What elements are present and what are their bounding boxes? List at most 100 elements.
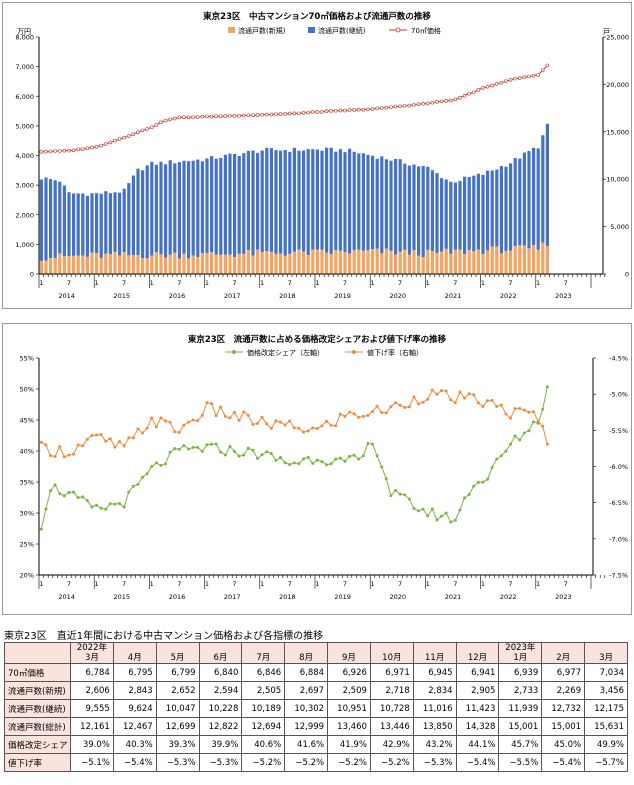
cut-point [67,453,71,457]
left-tick-label: 45% [20,417,34,425]
table-cell: 7,034 [584,663,628,682]
bar-continuing [246,150,250,251]
table-cell: −5.2% [284,753,329,772]
left-tick-label: 7,000 [15,63,34,71]
share-point [49,489,52,493]
right-tick-label: 10,000 [606,176,629,184]
bar-continuing [394,158,398,255]
cut-point [242,410,246,414]
table-cell: 11,016 [412,699,457,718]
bar-continuing [435,173,439,253]
bar-new [297,249,301,274]
cut-point [444,389,448,393]
share-point [274,458,278,462]
bar-new [338,250,342,274]
table-cell: 6,945 [412,663,457,682]
header-year [117,643,153,653]
bar-continuing [329,147,333,255]
price-point [90,145,94,150]
bar-continuing [504,166,508,251]
share-point [173,447,177,451]
right-tick-label: -5.0% [609,391,628,399]
header-month: 11月 [425,653,445,663]
table-cell: 12,699 [155,717,200,736]
table-header-cell: 4月 [112,642,157,664]
x-year-label: 2016 [169,593,186,601]
bar-continuing [375,158,379,249]
share-point [228,444,232,448]
price-point [398,104,402,109]
bar-new [449,253,453,274]
bar-new [274,253,278,274]
bar-continuing [265,147,269,252]
x-year-label: 2022 [500,593,517,601]
share-point [453,518,457,522]
bar-new [545,246,549,274]
share-point [292,461,296,465]
bar-new [58,253,62,274]
cut-point [481,404,485,408]
bar-continuing [136,168,140,256]
price-point [237,113,241,118]
table-cell: 2,652 [155,681,200,700]
bar-new [191,255,195,274]
share-point [205,443,209,447]
right-tick-label: 0 [625,271,629,279]
table-corner-cell [4,642,71,664]
price-point [168,117,172,122]
table-cell: 6,971 [369,663,414,682]
bar-continuing [343,152,347,252]
price-point [57,149,62,153]
price-point [99,143,103,148]
x-tick-label: 7 [177,580,181,588]
share-line [40,386,548,530]
price-point [379,106,384,110]
bar-continuing [320,150,324,250]
x-tick-label: 7 [508,279,512,287]
bar-new [113,251,117,274]
share-point [242,453,246,457]
share-point [426,514,430,518]
bar-new [265,251,269,274]
x-tick-label: 1 [426,279,430,287]
price-point [80,147,85,151]
cut-point [311,426,315,430]
bar-new [67,255,71,274]
price-point [356,107,361,112]
x-year-label: 2015 [114,593,131,601]
table-cell: 13,850 [412,717,457,736]
price-point [131,132,136,137]
bar-new [467,249,471,274]
price-point [439,99,444,104]
share-point [58,492,62,496]
table-cell: 45.0% [541,735,586,754]
bar-continuing [58,181,62,254]
table-header-cell: 11月 [412,642,457,664]
price-point [517,76,522,80]
header-month: 1月 [513,653,528,663]
bar-new [90,252,94,274]
cut-point [251,422,255,426]
table-cell: 2,905 [455,681,500,700]
price-point [421,101,425,106]
x-tick-label: 7 [122,279,126,287]
table-row: 70㎡価格 6,784 6,795 6,799 6,840 6,846 6,884 6,926… [4,663,628,682]
table-row: 流通戸数(新規) 2,606 2,843 2,652 2,594 2,505 2,697 2,… [4,681,628,700]
price-point [453,97,458,102]
cut-point [430,388,434,392]
share-point [421,507,425,511]
share-point [136,482,140,486]
share-point [504,449,508,453]
share-point [366,442,370,446]
bar-new [81,255,85,274]
x-tick-label: 1 [39,279,43,287]
cut-point [417,402,420,406]
bar-continuing [509,163,513,251]
bar-continuing [269,148,273,253]
left-tick-label: 8,000 [15,34,34,42]
table-row: 価格改定シェア 39.0% 40.3% 39.3% 39.9% 40.6% 41.6% 41.… [4,735,628,754]
table-cell: −5.3% [155,753,200,772]
cut-point [380,411,384,415]
share-point [159,463,163,467]
